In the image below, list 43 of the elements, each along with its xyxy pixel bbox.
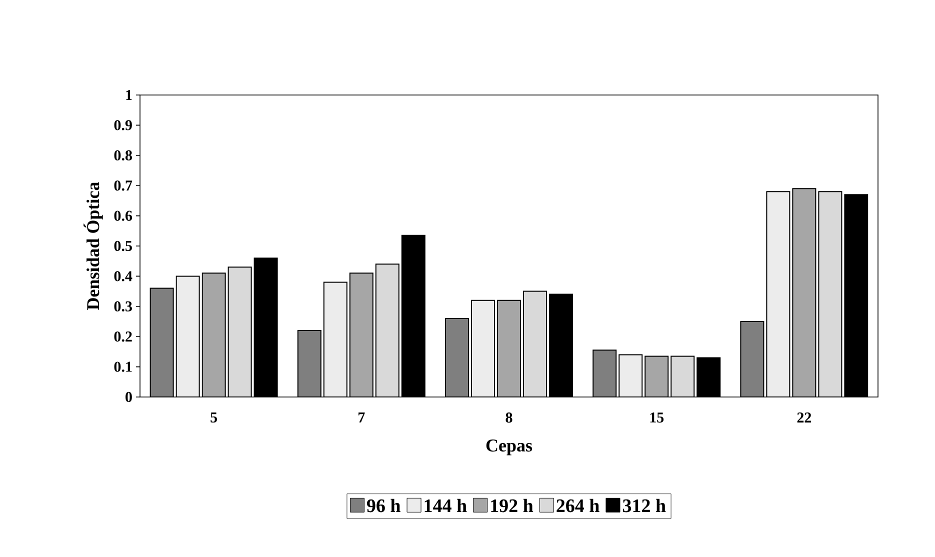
bar: [324, 282, 347, 397]
y-tick-label: 0.5: [114, 240, 132, 252]
legend-label: 192 h: [491, 498, 534, 512]
y-tick-label: 0.4: [114, 271, 132, 282]
y-tick-label: 0.6: [114, 210, 132, 221]
bar: [350, 273, 373, 397]
bar: [376, 264, 399, 397]
bar: [740, 320, 764, 397]
bar: [792, 188, 816, 397]
y-tick-label: 1: [126, 90, 132, 100]
bar: [524, 291, 547, 397]
y-tick-label: 0.9: [114, 120, 132, 130]
bar: [202, 273, 226, 397]
bar: [818, 191, 842, 397]
y-axis-title: Densidad Óptica: [84, 182, 103, 310]
bar: [228, 267, 252, 397]
legend-label: 144 h: [424, 498, 467, 512]
bar: [472, 300, 494, 397]
x-tick-label: 5: [210, 412, 218, 422]
bar: [298, 330, 321, 397]
x-tick-label: 15: [650, 412, 664, 423]
y-tick-label: 0: [126, 392, 132, 402]
legend-label: 312 h: [622, 498, 666, 512]
bar: [498, 300, 521, 397]
bar: [150, 288, 174, 397]
x-tick-label: 8: [506, 412, 512, 423]
legend-label: 96 h: [366, 498, 400, 512]
bar: [176, 276, 200, 397]
y-tick-label: 0.2: [114, 331, 132, 342]
x-axis-title: Cepas: [486, 440, 532, 456]
bar: [619, 354, 642, 397]
x-tick-label: 22: [797, 412, 812, 422]
bar: [593, 350, 616, 397]
y-tick-label: 0.3: [114, 301, 132, 312]
x-tick-label: 7: [358, 412, 365, 422]
legend-label: 264 h: [556, 498, 600, 512]
y-tick-label: 0.1: [114, 362, 132, 372]
bar: [446, 318, 469, 397]
bar: [645, 356, 668, 397]
bar: [766, 191, 790, 397]
y-tick-label: 0.7: [114, 180, 132, 191]
y-tick-label: 0.8: [114, 150, 132, 160]
bar: [671, 356, 694, 397]
